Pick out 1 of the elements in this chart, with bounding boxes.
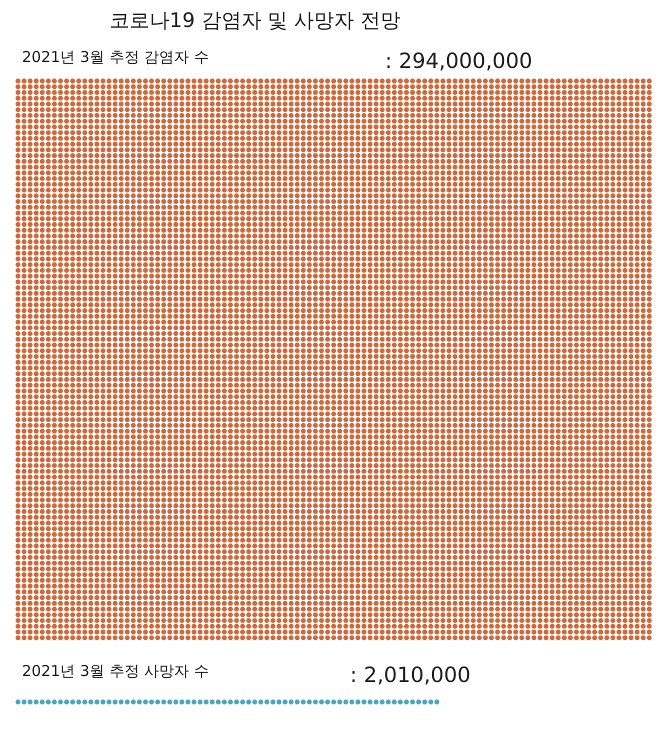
title: 코로나19 감염자 및 사망자 전망 — [110, 8, 400, 32]
